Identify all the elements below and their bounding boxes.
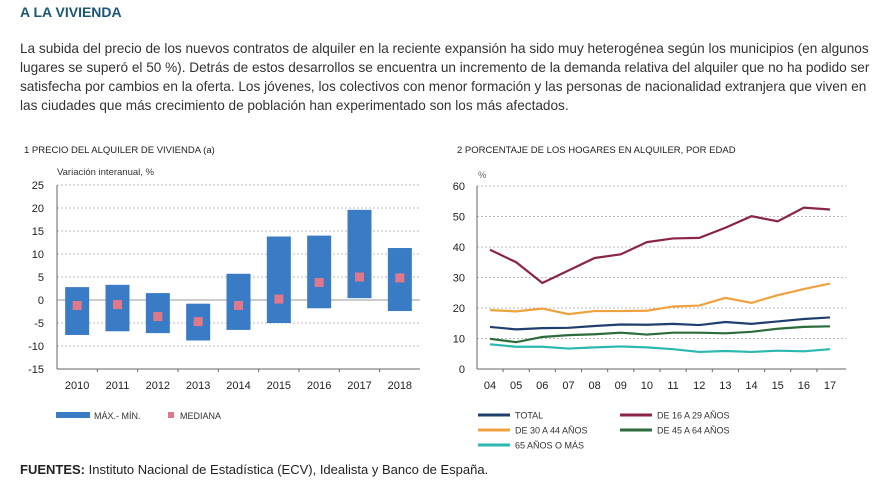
chart1-median-2018 (395, 273, 405, 283)
chart1-ytick: 0 (38, 295, 44, 307)
chart1-xtick: 2017 (347, 380, 371, 392)
chart1-legend-median: MEDIANA (180, 411, 221, 421)
chart1-xtick: 2018 (388, 380, 412, 392)
chart1-legend-range: MÁX.- MÍN. (94, 411, 141, 421)
chart2-legend-total: TOTAL (515, 411, 543, 421)
chart1-bar-2016 (307, 235, 332, 309)
chart1-ytick: 20 (32, 203, 44, 215)
chart2-ytick: 50 (453, 212, 465, 224)
chart2-ytick: 40 (453, 242, 465, 254)
chart2-xtick: 05 (510, 380, 522, 392)
body-paragraph: La subida del precio de los nuevos contr… (20, 41, 870, 113)
chart1-ylabel: Variación interanual, % (57, 167, 155, 178)
chart2-line-de-45-a-64-a-os (489, 325, 831, 344)
chart2-xtick: 10 (641, 380, 653, 392)
chart2-line-65-a-os-o-m-s (489, 343, 831, 354)
chart2-line-de-30-a-44-a-os (489, 282, 831, 316)
chart2-legend-de-16-a-29-a-os: DE 16 A 29 AÑOS (657, 411, 730, 421)
chart2-xtick: 16 (798, 380, 810, 392)
chart2-legend-de-30-a-44-a-os: DE 30 A 44 AÑOS (515, 426, 588, 436)
chart2-xtick: 07 (562, 380, 574, 392)
chart2-ytick: 30 (453, 273, 465, 285)
chart2-xtick: 15 (772, 380, 784, 392)
chart1-ytick: -10 (28, 341, 44, 353)
sources-text: Instituto Nacional de Estadística (ECV),… (85, 462, 489, 477)
chart1-ytick: 10 (32, 249, 44, 261)
chart1-bar-2010 (65, 287, 90, 335)
chart2-ytick: 10 (453, 334, 465, 346)
chart1-xtick: 2015 (267, 380, 291, 392)
chart1-xtick: 2010 (65, 380, 89, 392)
chart2-legend-de-45-a-64-a-os: DE 45 A 64 AÑOS (657, 426, 730, 436)
chart1-xtick: 2013 (186, 380, 210, 392)
chart1-median-2012 (153, 312, 163, 322)
chart1-xtick: 2012 (146, 380, 170, 392)
chart1-median-2015 (274, 294, 284, 304)
chart1-median-2017 (355, 272, 364, 282)
chart2-xtick: 14 (745, 380, 757, 392)
chart2-xtick: 06 (536, 380, 548, 392)
chart2-ytick: 60 (453, 181, 465, 193)
chart2-title: 2 PORCENTAJE DE LOS HOGARES EN ALQUILER,… (457, 145, 736, 156)
chart1-ytick: 5 (38, 272, 44, 284)
chart2-line-total (489, 316, 831, 331)
chart2-legend-65-a-os-o-m-s: 65 AÑOS O MÁS (515, 441, 584, 451)
chart1-legend-swatch-median (168, 412, 174, 418)
chart1-title: 1 PRECIO DEL ALQUILER DE VIVIENDA (a) (24, 145, 215, 156)
chart1-ytick: -5 (34, 318, 44, 330)
chart1-median-2013 (193, 317, 203, 327)
chart2-ytick: 0 (459, 364, 465, 376)
chart1-legend-swatch-range (56, 412, 90, 418)
chart1-xtick: 2011 (106, 380, 130, 392)
chart1-median-2016 (314, 278, 324, 288)
chart2-xtick: 11 (667, 380, 678, 392)
chart1-median-2010 (72, 301, 82, 311)
chart1-ytick: 15 (32, 226, 44, 238)
chart2-xtick: 12 (693, 380, 705, 392)
chart2-xtick: 17 (824, 380, 836, 392)
chart2-xtick: 13 (719, 380, 731, 392)
chart1-xtick: 2014 (226, 380, 250, 392)
chart2-ylabel: % (478, 170, 487, 181)
chart2-xtick: 09 (615, 380, 627, 392)
chart2-xtick: 08 (588, 380, 600, 392)
chart1-bar-2017 (347, 209, 372, 299)
sources-footer: FUENTES: Instituto Nacional de Estadísti… (20, 462, 488, 477)
chart1-ytick: -15 (28, 364, 44, 376)
chart2-ytick: 20 (453, 303, 465, 315)
sources-label: FUENTES: (20, 462, 85, 477)
chart1-median-2011 (113, 300, 122, 310)
chart1-median-2014 (234, 301, 243, 311)
section-title: A LA VIVIENDA (20, 4, 122, 20)
chart1-xtick: 2016 (307, 380, 331, 392)
chart1-bar-2015 (266, 236, 291, 323)
chart2-line-de-16-a-29-a-os (489, 206, 831, 285)
chart2-xtick: 04 (484, 380, 496, 392)
chart1-ytick: 25 (32, 180, 44, 192)
